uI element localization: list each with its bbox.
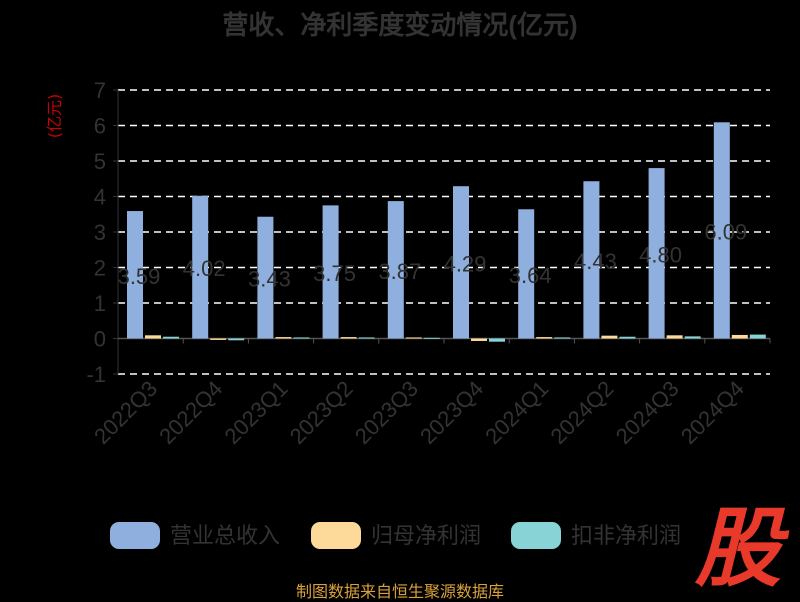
revenue-bar [518, 209, 535, 339]
net-profit-bar [731, 334, 748, 339]
y-tick-label: 2 [94, 256, 106, 281]
x-tick-label: 2023Q1 [219, 376, 292, 449]
data-labels: 3.59 4.02 3.43 3.75 3.87 4.29 3.64 4.43 4.80 6.09 [118, 219, 748, 291]
data-label: 3.75 [313, 261, 356, 286]
x-tick-label: 2023Q2 [285, 376, 358, 449]
y-tick-label: 3 [94, 220, 106, 245]
svg-text:股: 股 [694, 500, 790, 590]
legend: 营业总收入 归母净利润 扣非净利润 [110, 522, 681, 549]
deducted-profit-bar [228, 338, 245, 341]
data-label: 4.02 [183, 256, 226, 281]
legend-swatch [511, 522, 561, 549]
revenue-bar [257, 216, 274, 339]
net-profit-bar [210, 338, 227, 340]
y-tick-label: 1 [94, 291, 106, 316]
legend-label: 归母净利润 [371, 524, 481, 549]
y-tick-label: 0 [94, 327, 106, 352]
y-axis-ticks: 7 6 5 4 3 2 1 0 -1 [86, 78, 118, 387]
data-label: 3.87 [378, 259, 421, 284]
data-label: 3.64 [509, 263, 552, 288]
y-tick-label: -1 [86, 362, 106, 387]
y-tick-label: 4 [94, 185, 106, 210]
net-profit-bar [601, 335, 618, 339]
legend-swatch [110, 522, 160, 549]
x-tick-label: 2023Q4 [415, 376, 488, 449]
data-label: 4.43 [574, 249, 617, 274]
deducted-profit-bar [358, 337, 375, 339]
y-tick-label: 5 [94, 149, 106, 174]
legend-label: 扣非净利润 [571, 524, 681, 549]
net-profit-bar [471, 338, 487, 341]
deducted-profit-bar [293, 337, 310, 339]
y-tick-label: 7 [94, 78, 106, 103]
data-label: 3.43 [248, 267, 291, 292]
data-label: 4.80 [639, 242, 682, 267]
bars [127, 122, 766, 342]
chart-title: 营收、净利季度变动情况(亿元) [222, 10, 577, 40]
net-profit-bar [405, 337, 422, 339]
revenue-bar [322, 205, 339, 339]
revenue-bar [192, 195, 209, 339]
x-tick-label: 2024Q3 [611, 376, 684, 449]
y-tick-label: 6 [94, 114, 106, 139]
revenue-bar [648, 168, 665, 339]
deducted-profit-bar [554, 337, 571, 339]
revenue-bar [713, 122, 730, 339]
legend-swatch [311, 522, 361, 549]
y-axis-label: (亿元) [45, 94, 64, 139]
x-tick-label: 2024Q4 [676, 376, 749, 449]
grid-lines [117, 89, 770, 375]
x-tick-label: 2024Q1 [480, 376, 553, 449]
net-profit-bar [340, 337, 357, 339]
legend-label: 营业总收入 [170, 524, 280, 549]
revenue-bar [583, 181, 600, 339]
deducted-profit-bar [489, 338, 505, 342]
revenue-bar [387, 201, 404, 339]
x-tick-label: 2024Q2 [545, 376, 618, 449]
deducted-profit-bar [684, 336, 701, 339]
data-source-credit: 制图数据来自恒生聚源数据库 [295, 582, 504, 601]
revenue-bar [127, 211, 143, 339]
data-label: 4.29 [444, 251, 487, 276]
deducted-profit-bar [619, 336, 636, 339]
net-profit-bar [666, 335, 683, 339]
x-axis-ticks: 2022Q32022Q42023Q12023Q22023Q32023Q42024… [89, 338, 771, 449]
net-profit-bar [536, 337, 553, 339]
net-profit-bar [145, 335, 161, 339]
revenue-bar [453, 186, 469, 339]
net-profit-bar [275, 337, 292, 339]
data-label: 6.09 [704, 219, 747, 244]
x-tick-label: 2022Q4 [154, 376, 227, 449]
x-tick-label: 2023Q3 [350, 376, 423, 449]
logo-icon: 股 [694, 500, 790, 590]
deducted-profit-bar [749, 334, 766, 339]
data-label: 3.59 [118, 264, 161, 289]
deducted-profit-bar [163, 336, 179, 339]
deducted-profit-bar [423, 337, 440, 339]
